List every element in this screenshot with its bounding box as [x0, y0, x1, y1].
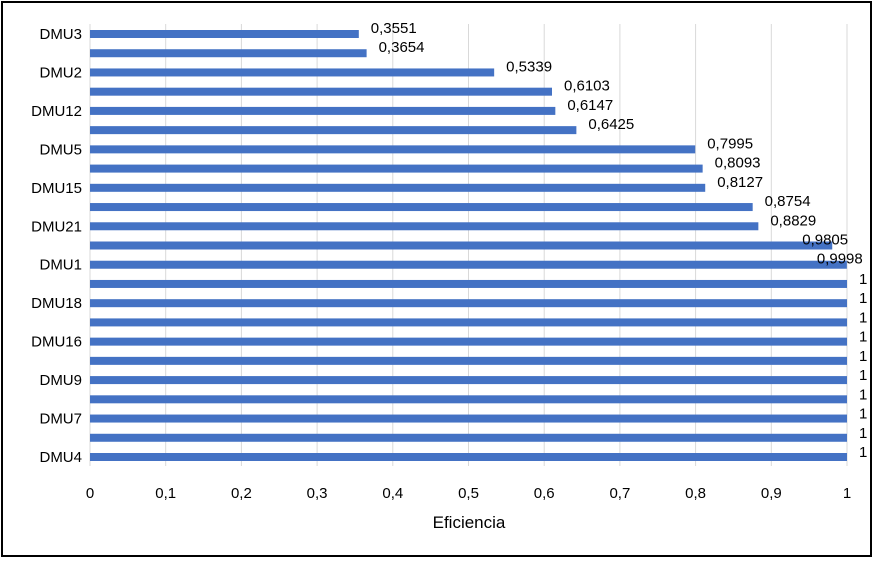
- category-label: DMU16: [31, 334, 82, 351]
- data-label: 1: [859, 406, 867, 423]
- bar: [90, 49, 367, 58]
- x-tick-label: 1: [843, 485, 851, 502]
- bar: [90, 395, 847, 404]
- data-label: 0,8093: [715, 155, 761, 172]
- x-tick-label: 0,6: [534, 485, 555, 502]
- x-tick-label: 0: [86, 485, 94, 502]
- bar: [90, 203, 753, 212]
- data-label: 1: [859, 329, 867, 346]
- data-label: 1: [859, 290, 867, 307]
- bar: [90, 222, 759, 231]
- category-label: DMU12: [31, 103, 82, 120]
- x-tick-label: 0,5: [458, 485, 479, 502]
- category-labels-group: DMU3 DMU2 DMU12 DMU5 DMU15 DMU21 DMU1 DMU18 DMU1…: [31, 26, 82, 466]
- x-tick-label: 0,3: [307, 485, 328, 502]
- bar: [90, 337, 847, 346]
- category-label: DMU4: [39, 449, 82, 466]
- category-label: DMU18: [31, 295, 82, 312]
- data-label: 0,9998: [817, 251, 863, 268]
- bar: [90, 414, 847, 423]
- x-axis-title: Eficiencia: [433, 513, 506, 532]
- bar: [90, 356, 847, 365]
- bars-group: [90, 30, 847, 461]
- data-label: 0,5339: [506, 58, 552, 75]
- bar: [90, 241, 833, 250]
- bar: [90, 376, 847, 385]
- data-label: 0,6147: [567, 97, 613, 114]
- bar: [90, 164, 703, 173]
- data-label: 1: [859, 367, 867, 384]
- data-label: 0,8829: [770, 212, 816, 229]
- bar: [90, 433, 847, 442]
- bar: [90, 126, 577, 135]
- category-label: DMU21: [31, 218, 82, 235]
- category-label: DMU5: [39, 141, 82, 158]
- category-label: DMU3: [39, 26, 82, 43]
- bar: [90, 318, 847, 327]
- data-label: 1: [859, 348, 867, 365]
- bar: [90, 453, 847, 461]
- bar: [90, 299, 847, 308]
- data-label: 0,9805: [802, 232, 848, 249]
- x-tick-label: 0,1: [155, 485, 176, 502]
- category-label: DMU15: [31, 180, 82, 197]
- category-label: DMU9: [39, 372, 82, 389]
- bar: [90, 68, 495, 77]
- bar: [90, 87, 552, 96]
- data-label: 0,6425: [588, 116, 634, 133]
- x-tick-label: 0,4: [382, 485, 403, 502]
- x-tick-label: 0,7: [609, 485, 630, 502]
- data-label: 0,3654: [379, 39, 425, 56]
- bar: [90, 183, 706, 192]
- bar: [90, 145, 696, 154]
- data-label: 0,8754: [765, 193, 811, 210]
- data-label: 0,6103: [564, 78, 610, 95]
- bar: [90, 260, 847, 269]
- x-tick-label: 0,9: [761, 485, 782, 502]
- data-label: 0,3551: [371, 20, 417, 37]
- data-label: 0,8127: [717, 174, 763, 191]
- x-tick-labels-group: 0 0,1 0,2 0,3 0,4 0,5 0,6 0,7 0,8 0,9 1: [86, 485, 851, 502]
- data-label: 0,7995: [707, 135, 753, 152]
- data-label: 1: [859, 425, 867, 442]
- bar: [90, 106, 556, 115]
- bar: [90, 279, 847, 288]
- x-tick-label: 0,8: [685, 485, 706, 502]
- category-label: DMU2: [39, 64, 82, 81]
- data-label: 1: [859, 386, 867, 403]
- data-labels-group: 0,3551 0,3654 0,5339 0,6103 0,6147 0,6425 0,79…: [371, 20, 868, 461]
- category-label: DMU7: [39, 411, 82, 428]
- x-tick-label: 0,2: [231, 485, 252, 502]
- category-label: DMU1: [39, 257, 82, 274]
- data-label: 1: [859, 444, 867, 461]
- data-label: 1: [859, 271, 867, 288]
- bar: [90, 30, 359, 38]
- data-label: 1: [859, 309, 867, 326]
